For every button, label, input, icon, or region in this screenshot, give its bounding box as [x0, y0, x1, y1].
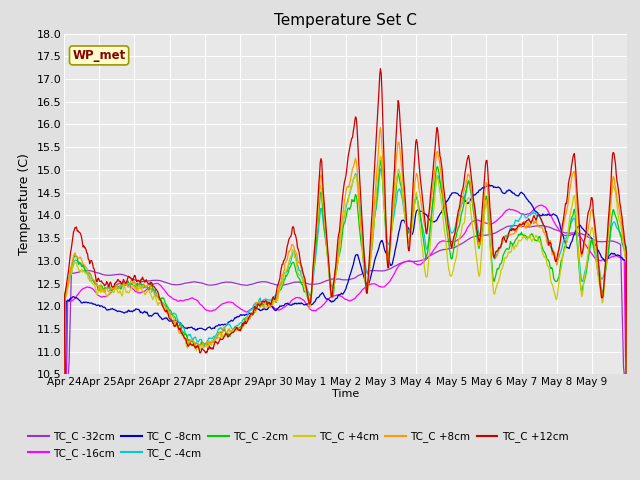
Title: Temperature Set C: Temperature Set C [274, 13, 417, 28]
Text: WP_met: WP_met [72, 49, 125, 62]
Legend: TC_C -32cm, TC_C -16cm, TC_C -8cm, TC_C -4cm, TC_C -2cm, TC_C +4cm, TC_C +8cm, T: TC_C -32cm, TC_C -16cm, TC_C -8cm, TC_C … [24, 427, 572, 463]
Y-axis label: Temperature (C): Temperature (C) [18, 153, 31, 255]
X-axis label: Time: Time [332, 389, 359, 398]
